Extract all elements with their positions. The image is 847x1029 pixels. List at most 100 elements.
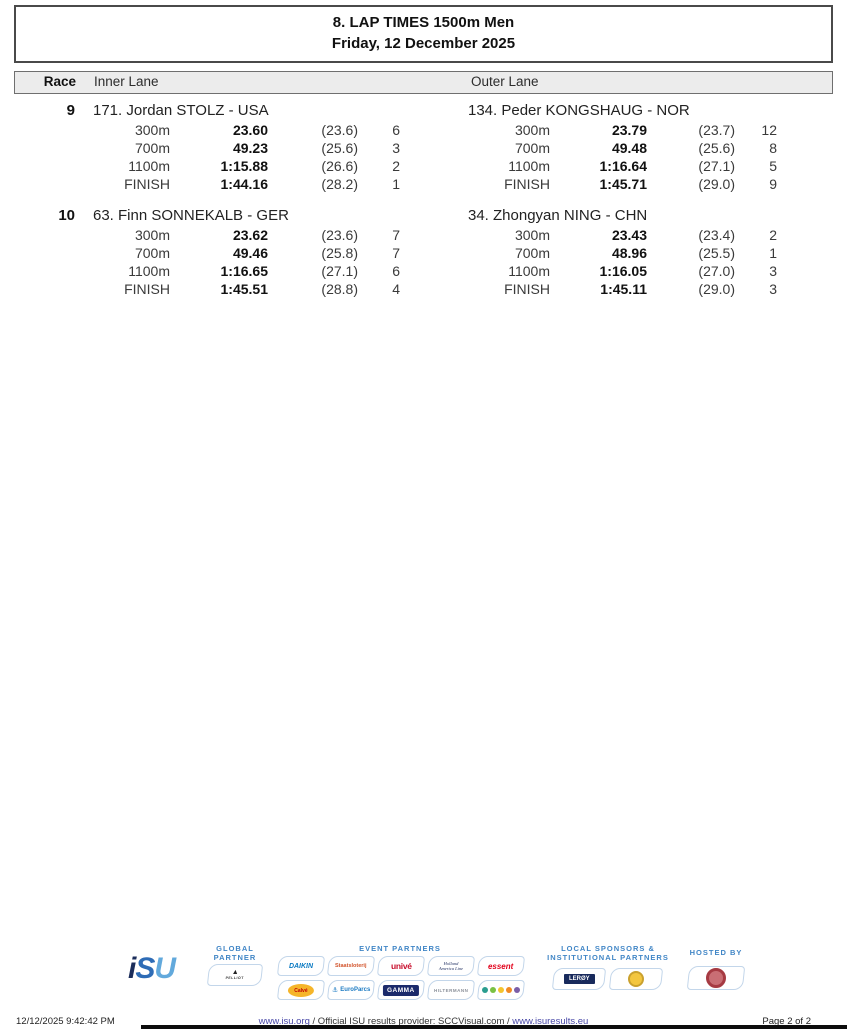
- lap-row: 300m 23.43 (23.4) 2: [420, 226, 847, 244]
- lap-row: 700m 49.48 (25.6) 8: [420, 139, 847, 157]
- provider-text: / Official ISU results provider: SCCVisu…: [309, 1016, 513, 1027]
- lap-rank: 5: [769, 158, 777, 174]
- local-sponsors-label: LOCAL SPONSORS & INSTITUTIONAL PARTNERS: [547, 944, 669, 962]
- lap-rank: 3: [392, 140, 400, 156]
- lap-split: (23.6): [321, 227, 358, 243]
- europarcs-logo: ⚓ EuroParcs: [326, 980, 376, 1000]
- skater-name-row: 9 171. Jordan STOLZ - USA: [0, 101, 420, 120]
- lap-point: 700m: [134, 140, 170, 156]
- lap-row: FINISH 1:45.11 (29.0) 3: [420, 280, 847, 298]
- lap-row: 700m 49.46 (25.8) 7: [0, 244, 420, 262]
- bottom-edge-bar: [141, 1025, 847, 1029]
- colored-dots-logo: [476, 980, 526, 1000]
- inner-lane-9: 9 171. Jordan STOLZ - USA 300m 23.60 (23…: [0, 101, 420, 193]
- lap-time: 1:45.51: [220, 281, 268, 297]
- gold-emblem-logo: [608, 968, 664, 990]
- hosted-by-label: HOSTED BY: [689, 948, 743, 957]
- lap-point: 1100m: [128, 158, 170, 174]
- holland-america-line-logo: Holland America Line: [426, 956, 476, 976]
- isu-logo-letter: U: [154, 952, 176, 985]
- inner-lane-10: 10 63. Finn SONNEKALB - GER 300m 23.62 (…: [0, 206, 420, 298]
- column-header-race: Race: [43, 74, 76, 89]
- lap-split: (25.6): [321, 140, 358, 156]
- report-date: Friday, 12 December 2025: [331, 35, 516, 52]
- lap-row: FINISH 1:45.71 (29.0) 9: [420, 175, 847, 193]
- lap-row: 300m 23.62 (23.6) 7: [0, 226, 420, 244]
- lap-rank: 6: [392, 122, 400, 138]
- lap-point: FINISH: [504, 176, 550, 192]
- event-partners-label: EVENT PARTNERS: [359, 944, 441, 953]
- skater-name: 134. Peder KONGSHAUG - NOR: [468, 102, 690, 119]
- page-number: Page 2 of 2: [762, 1016, 811, 1027]
- lap-split: (26.6): [321, 158, 358, 174]
- lap-rank: 4: [392, 281, 400, 297]
- lap-split: (25.6): [698, 140, 735, 156]
- lap-rank: 7: [392, 245, 400, 261]
- lap-point: FINISH: [504, 281, 550, 297]
- lap-row: FINISH 1:44.16 (28.2) 1: [0, 175, 420, 193]
- lap-point: FINISH: [124, 176, 170, 192]
- lap-rank: 12: [761, 122, 777, 138]
- essent-logo: essent: [476, 956, 526, 976]
- isu-logo-letter: i: [128, 952, 136, 985]
- race-number: 9: [66, 102, 75, 119]
- lap-point: 700m: [514, 140, 550, 156]
- lap-point: 1100m: [508, 158, 550, 174]
- lap-time: 23.43: [611, 227, 647, 243]
- skater-name-row: 34. Zhongyan NING - CHN: [420, 206, 847, 225]
- isu-org-link[interactable]: www.isu.org: [258, 1016, 310, 1027]
- report-title: 8. LAP TIMES 1500m Men: [332, 14, 515, 31]
- hiltermann-logo: HILTERMANN: [426, 980, 476, 1000]
- global-partner-label: GLOBAL PARTNER: [213, 944, 257, 962]
- lap-time: 23.79: [611, 122, 647, 138]
- lap-split: (25.8): [321, 245, 358, 261]
- lap-time: 1:16.64: [599, 158, 647, 174]
- print-timestamp: 12/12/2025 9:42:42 PM: [16, 1016, 115, 1027]
- lap-row: 300m 23.79 (23.7) 12: [420, 121, 847, 139]
- lap-time: 1:44.16: [220, 176, 268, 192]
- lap-time: 23.60: [232, 122, 268, 138]
- lap-time: 1:16.65: [220, 263, 268, 279]
- lap-point: 300m: [134, 122, 170, 138]
- lap-split: (23.4): [698, 227, 735, 243]
- skater-name: 171. Jordan STOLZ - USA: [93, 102, 269, 119]
- host-emblem-icon: [706, 968, 726, 988]
- sponsors-footer: iSU GLOBAL PARTNER ▲ PELLIOT EVENT PARTN…: [0, 938, 847, 1016]
- report-title-box: 8. LAP TIMES 1500m Men Friday, 12 Decemb…: [14, 5, 833, 63]
- lap-split: (29.0): [698, 176, 735, 192]
- footer-links: www.isu.org / Official ISU results provi…: [14, 1016, 833, 1027]
- lap-split: (28.8): [321, 281, 358, 297]
- host-club-logo: [686, 966, 746, 990]
- gamma-logo: GAMMA: [376, 980, 426, 1000]
- lap-time: 49.46: [232, 245, 268, 261]
- event-partner-row-2: Calvé ⚓ EuroParcs GAMMA HILTERMANN: [276, 980, 526, 1000]
- lap-split: (29.0): [698, 281, 735, 297]
- lap-point: 300m: [514, 227, 550, 243]
- lap-split: (25.5): [698, 245, 735, 261]
- lap-row: 1100m 1:16.65 (27.1) 6: [0, 262, 420, 280]
- anchor-icon: ⚓: [331, 987, 339, 994]
- lap-point: 1100m: [128, 263, 170, 279]
- skater-name: 63. Finn SONNEKALB - GER: [93, 207, 289, 224]
- skater-name-row: 10 63. Finn SONNEKALB - GER: [0, 206, 420, 225]
- outer-lane-10: 34. Zhongyan NING - CHN 300m 23.43 (23.4…: [420, 206, 847, 298]
- lap-point: 700m: [134, 245, 170, 261]
- lap-point: 300m: [134, 227, 170, 243]
- lap-point: 300m: [514, 122, 550, 138]
- lap-split: (23.7): [698, 122, 735, 138]
- lap-split: (28.2): [321, 176, 358, 192]
- race-block-10: 10 63. Finn SONNEKALB - GER 300m 23.62 (…: [0, 206, 847, 298]
- lap-point: FINISH: [124, 281, 170, 297]
- isuresults-link[interactable]: www.isuresults.eu: [512, 1016, 589, 1027]
- pelliot-logo: ▲ PELLIOT: [206, 964, 264, 986]
- skater-name-row: 134. Peder KONGSHAUG - NOR: [420, 101, 847, 120]
- lap-row: FINISH 1:45.51 (28.8) 4: [0, 280, 420, 298]
- lap-row: 700m 49.23 (25.6) 3: [0, 139, 420, 157]
- unive-logo: univé: [376, 956, 426, 976]
- staatsloterij-logo: Staatsloterij: [326, 956, 376, 976]
- lap-rank: 3: [769, 281, 777, 297]
- lap-rank: 3: [769, 263, 777, 279]
- gold-emblem-icon: [628, 971, 644, 987]
- lap-rank: 1: [392, 176, 400, 192]
- lap-rank: 6: [392, 263, 400, 279]
